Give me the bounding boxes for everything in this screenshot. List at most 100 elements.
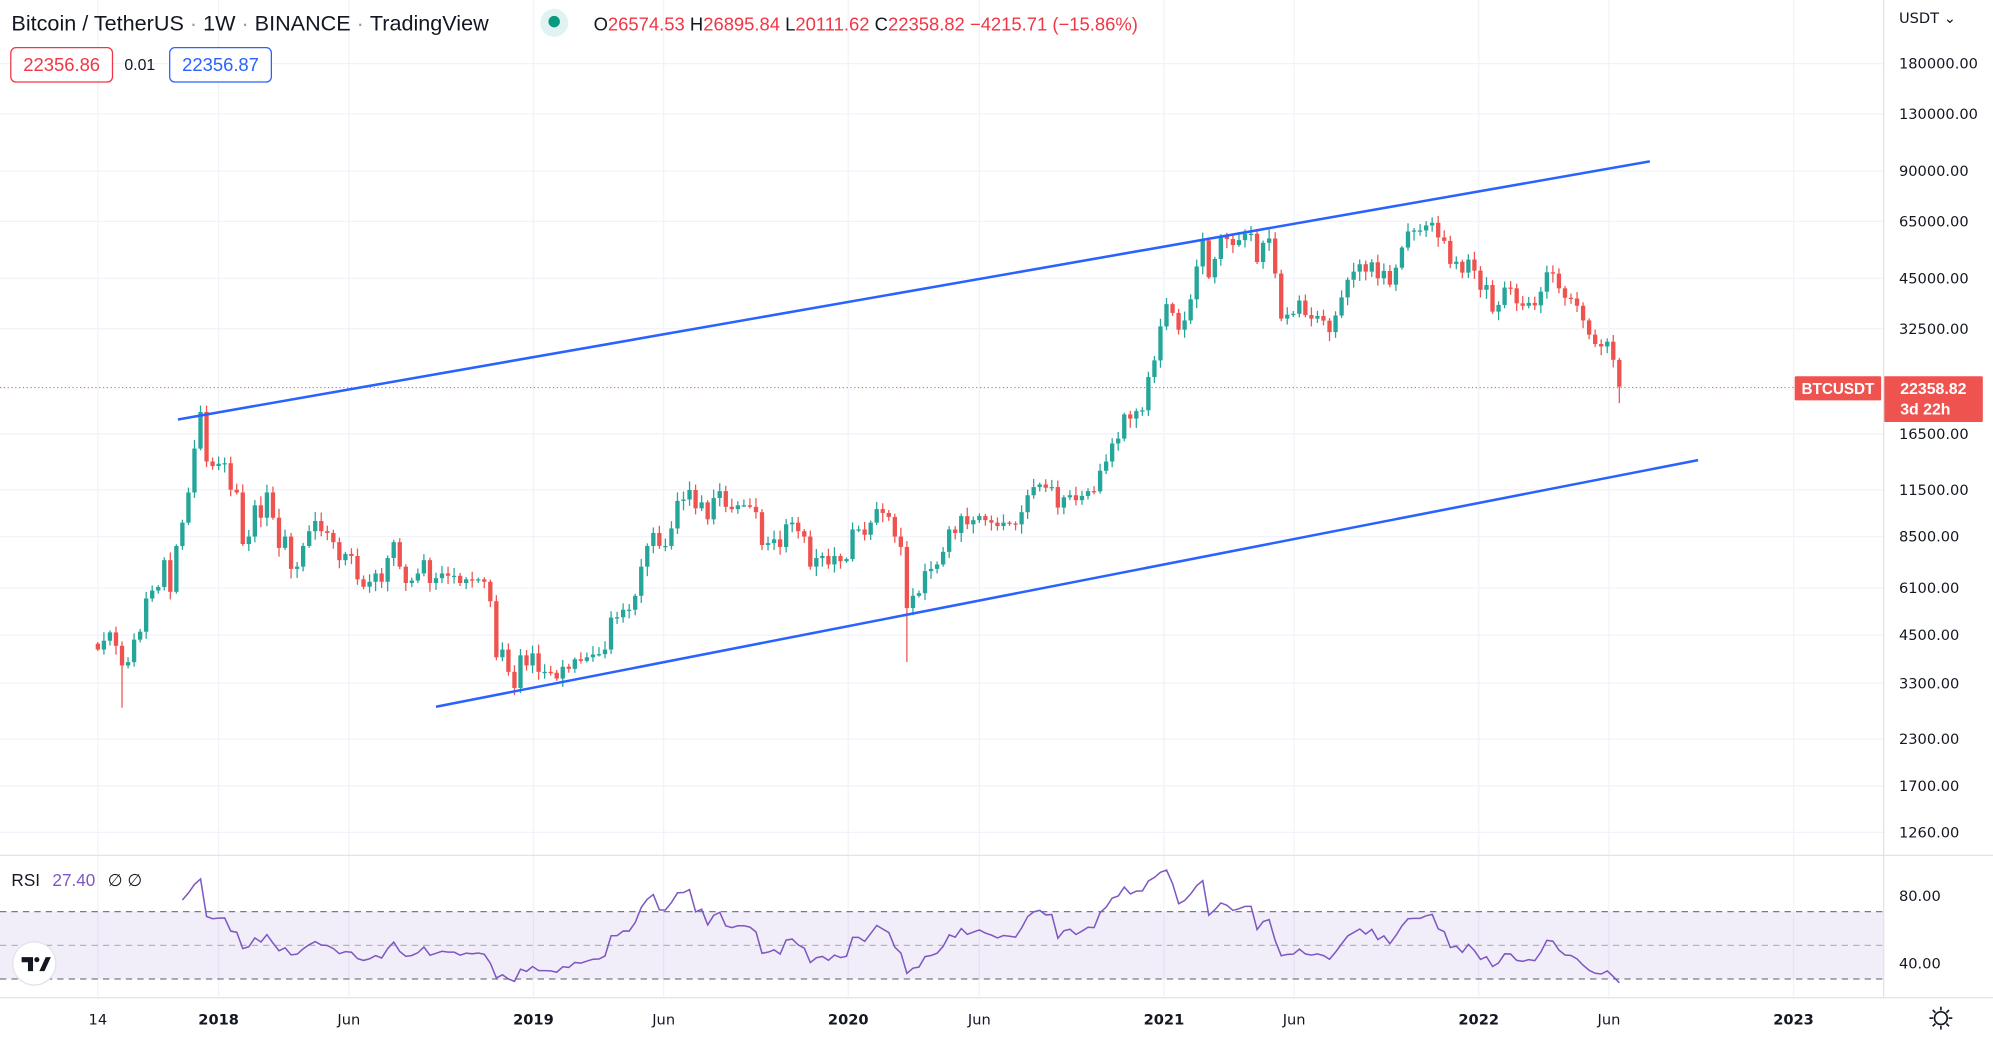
- candle: [1025, 489, 1030, 519]
- candle: [482, 577, 487, 589]
- upper-trendline[interactable]: [177, 160, 1651, 421]
- candle: [1230, 233, 1236, 254]
- candle-body: [1411, 230, 1417, 232]
- candle-body: [1369, 262, 1374, 272]
- candle-body: [1110, 443, 1115, 462]
- candle-body: [953, 529, 958, 533]
- candle: [1285, 307, 1290, 325]
- rsi-pane[interactable]: 80.00 40.00 RSI 27.40 ∅ ∅: [0, 854, 1993, 984]
- candle-body: [1405, 231, 1411, 248]
- candle: [144, 591, 149, 639]
- candle-body: [1001, 522, 1006, 527]
- candle: [1254, 228, 1260, 265]
- candle-body: [349, 553, 354, 556]
- time-tick-label: Jun: [1282, 1011, 1306, 1028]
- candle-body: [1496, 304, 1501, 312]
- candle-body: [500, 649, 505, 658]
- candle-body: [705, 502, 710, 520]
- candle-body: [657, 532, 662, 546]
- candle-body: [1442, 237, 1447, 241]
- candle: [1019, 505, 1024, 534]
- candle-body: [1429, 222, 1435, 226]
- candle-body: [1381, 270, 1387, 279]
- candle-body: [566, 666, 571, 669]
- candle: [536, 644, 541, 680]
- candle-body: [1436, 222, 1441, 238]
- candle: [747, 498, 753, 509]
- candle: [1599, 339, 1604, 356]
- candle: [1617, 358, 1622, 404]
- candle: [1291, 311, 1296, 318]
- candle: [1568, 293, 1574, 304]
- candle-body: [300, 545, 306, 567]
- candle-body: [608, 617, 614, 650]
- candle-body: [1097, 470, 1103, 492]
- lower-trendline[interactable]: [435, 458, 1699, 708]
- buy-price: 22356.87: [182, 54, 259, 75]
- candle-body: [590, 654, 596, 658]
- candle-body: [1586, 320, 1592, 335]
- settings-gear-icon[interactable]: [1929, 1006, 1953, 1030]
- candle: [639, 558, 644, 603]
- rsi-legend[interactable]: RSI 27.40 ∅ ∅: [11, 870, 142, 890]
- candle: [723, 485, 728, 513]
- ohlc-values: O26574.53 H26895.84 L20111.62 C22358.82 …: [594, 14, 1138, 35]
- candle: [1007, 520, 1012, 526]
- candle-body: [1285, 314, 1290, 319]
- price-tick-label: 3300.00: [1899, 675, 1959, 692]
- candle: [814, 549, 819, 576]
- candle: [602, 641, 608, 659]
- candle: [107, 630, 113, 646]
- candle-body: [1514, 288, 1519, 304]
- tradingview-logo-icon[interactable]: [12, 941, 57, 986]
- currency-selector[interactable]: USDT ⌄: [1899, 10, 1956, 27]
- candle-body: [282, 536, 288, 548]
- time-tick-label: Jun: [651, 1011, 675, 1028]
- market-status-icon[interactable]: [540, 8, 569, 37]
- candle-body: [1049, 487, 1054, 489]
- price-tick-label: 11500.00: [1899, 482, 1969, 499]
- candle: [1538, 287, 1543, 314]
- candle-body: [313, 520, 318, 532]
- candle-body: [427, 560, 433, 583]
- candle-body: [216, 463, 221, 467]
- candle-body: [1532, 302, 1537, 306]
- low-value: 20111.62: [795, 14, 869, 35]
- candle-body: [1297, 300, 1302, 314]
- candle: [258, 496, 264, 528]
- open-value: 26574.53: [608, 14, 685, 35]
- candle-body: [1466, 259, 1471, 273]
- candle-body: [1152, 360, 1157, 378]
- candle-body: [482, 579, 487, 582]
- buy-button[interactable]: 22356.87: [169, 47, 273, 83]
- candle: [264, 484, 270, 527]
- candle: [397, 538, 402, 570]
- symbol-title[interactable]: Bitcoin / TetherUS · 1W · BINANCE · Trad…: [11, 11, 489, 36]
- candle-body: [204, 411, 209, 462]
- candle-body: [1526, 302, 1531, 306]
- candle-body: [276, 517, 282, 548]
- candle: [1061, 495, 1067, 515]
- candle: [886, 509, 891, 521]
- time-axis[interactable]: 14 2018 Jun 2019 Jun 2020 Jun 2021 Jun 2022 Jun 202…: [89, 1011, 1814, 1028]
- candle-body: [916, 593, 922, 596]
- candle: [204, 405, 209, 468]
- interval[interactable]: 1W: [203, 11, 236, 36]
- candle: [1393, 264, 1399, 291]
- candle-body: [1357, 264, 1362, 272]
- candle-body: [234, 489, 239, 493]
- candle: [1037, 482, 1042, 492]
- candle: [228, 456, 233, 497]
- candle: [361, 575, 366, 590]
- candle: [681, 491, 686, 511]
- candle-body: [337, 542, 342, 561]
- candle: [1442, 230, 1447, 244]
- candle-body: [246, 536, 251, 545]
- candle: [385, 555, 390, 592]
- data-source: TradingView: [370, 11, 489, 36]
- candle-body: [1055, 487, 1060, 508]
- price-axis[interactable]: 180000.00 130000.00 90000.00 65000.00 45000.…: [1899, 56, 1978, 842]
- candle: [1103, 454, 1109, 475]
- sell-button[interactable]: 22356.86: [10, 47, 114, 83]
